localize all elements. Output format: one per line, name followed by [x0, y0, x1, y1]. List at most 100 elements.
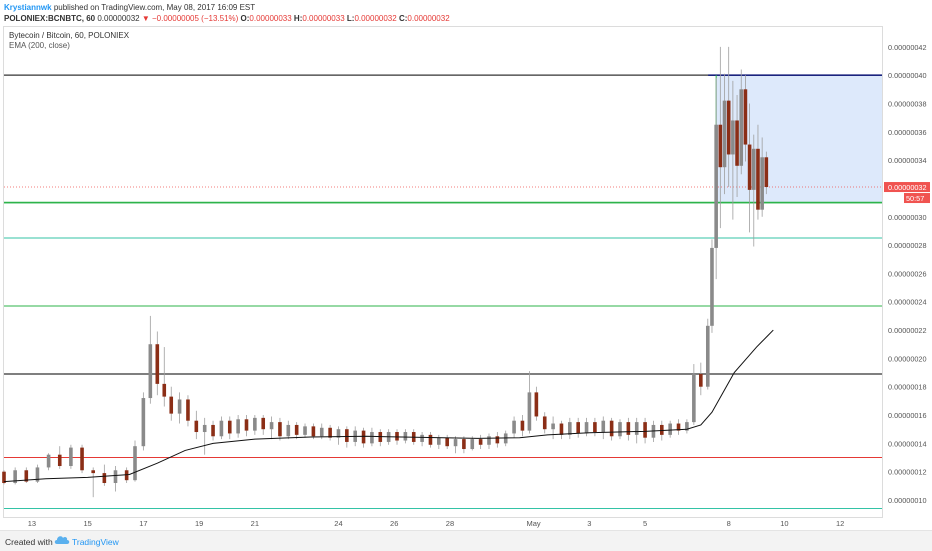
candle-body — [445, 437, 449, 447]
candle-body — [69, 447, 73, 467]
x-axis-tick-label: 24 — [334, 519, 342, 528]
candle-body — [57, 454, 62, 467]
candle-body — [609, 420, 614, 437]
candle-body — [764, 157, 769, 188]
candle-body — [219, 420, 224, 437]
candle-body — [148, 344, 153, 399]
candle-body — [13, 470, 17, 484]
candle-body — [395, 432, 399, 441]
candle-body — [24, 470, 29, 482]
countdown-tag — [904, 193, 930, 204]
candle-body — [80, 447, 84, 471]
author-link[interactable]: Krystiannwk — [4, 3, 52, 12]
x-axis-tick-label: 5 — [643, 519, 647, 528]
candle-body — [699, 373, 703, 387]
candle-body — [311, 426, 316, 437]
footer-bar: Created with TradingView — [0, 530, 932, 551]
candle-body — [462, 439, 466, 450]
candle-body — [668, 423, 672, 435]
x-axis-tick-label: 10 — [780, 519, 788, 528]
candle-body — [726, 100, 731, 155]
publish-line: Krystiannwk published on TradingView.com… — [4, 2, 255, 13]
y-axis-tick-label: 0.00000012 — [888, 468, 927, 477]
ema-legend: EMA (200, close) — [9, 41, 70, 50]
candle-body — [643, 422, 647, 438]
chart-pane[interactable] — [3, 26, 883, 518]
chart-header: Krystiannwk published on TradingView.com… — [0, 0, 932, 26]
candle-body — [336, 429, 341, 438]
candle-body — [584, 422, 589, 434]
candle-body — [756, 148, 760, 210]
candle-body — [169, 396, 174, 414]
candle-body — [559, 423, 564, 435]
candle-body — [747, 144, 752, 190]
candle-body — [91, 470, 95, 474]
candle-body — [162, 383, 167, 397]
candle-body — [202, 424, 207, 433]
candle-body — [211, 424, 215, 437]
candle-body — [520, 420, 525, 431]
candle-body — [743, 89, 748, 145]
chart-legend: Bytecoin / Bitcoin, 60, POLONIEX EMA (20… — [9, 31, 129, 51]
x-axis-tick-label: 28 — [446, 519, 454, 528]
x-axis-tick-label: 17 — [139, 519, 147, 528]
candle-body — [487, 436, 491, 445]
candle-body — [618, 422, 622, 437]
candle-body — [470, 439, 475, 450]
candle-body — [453, 439, 458, 447]
candle-body — [437, 437, 441, 445]
y-axis-tick-label: 0.00000022 — [888, 326, 927, 335]
candle-body — [403, 432, 408, 441]
candle-body — [660, 424, 664, 435]
price-change: ▼ −0.00000005 (−13.51%) — [141, 14, 239, 23]
candle-body — [593, 422, 597, 433]
candle-body — [2, 471, 6, 484]
candle-body — [141, 398, 146, 447]
high-value: 0.00000033 — [302, 14, 345, 23]
candle-body — [542, 416, 547, 430]
candle-body — [735, 120, 739, 166]
candle-body — [269, 422, 274, 430]
candle-body — [714, 124, 718, 248]
x-axis-tick-label: 3 — [587, 519, 591, 528]
price-chart[interactable]: 0.00000042 0.00000040 0.00000038 0.00000036… — [0, 0, 932, 530]
candle-body — [253, 417, 257, 431]
y-axis-tick-label: 0.00000024 — [888, 298, 927, 307]
candle-body — [46, 454, 51, 468]
candle-body — [601, 420, 606, 433]
last-price: 0.00000032 — [97, 14, 140, 23]
candle-body — [155, 344, 160, 384]
y-axis-tick-label: 0.00000010 — [888, 496, 927, 505]
y-axis-tick-label: 0.00000026 — [888, 269, 927, 278]
y-axis-tick-label: 0.00000034 — [888, 156, 927, 165]
candle-body — [751, 148, 756, 190]
candle-body — [692, 373, 696, 423]
candle-body — [420, 434, 424, 442]
candle-body — [760, 157, 764, 210]
y-axis-tick-label: 0.00000038 — [888, 99, 927, 108]
candle-body — [551, 423, 555, 430]
candle-body — [626, 422, 631, 435]
ema-line — [3, 329, 774, 483]
candle-body — [634, 422, 639, 435]
y-axis-tick-label: 0.00000030 — [888, 213, 927, 222]
candle-body — [102, 473, 107, 484]
candle-body — [512, 420, 516, 434]
candle-body — [710, 247, 714, 326]
candle-body — [177, 399, 182, 414]
symbol-line: POLONIEX:BCNBTC, 60 0.00000032 ▼ −0.0000… — [4, 13, 450, 24]
candle-body — [261, 417, 266, 430]
y-axis-tick-label: 0.00000040 — [888, 71, 927, 80]
candle-body — [345, 429, 349, 442]
y-axis-tick-label: 0.00000020 — [888, 354, 927, 363]
y-axis-tick-label: 0.00000014 — [888, 439, 927, 448]
tradingview-link[interactable]: TradingView — [72, 537, 119, 547]
y-axis-tick-label: 0.00000036 — [888, 128, 927, 137]
candle-body — [527, 392, 532, 431]
last-price-tag-value: 0.00000032 — [888, 183, 927, 192]
candle-body — [194, 420, 199, 433]
countdown-tag-value: 50:57 — [906, 194, 924, 203]
candle-body — [303, 426, 307, 435]
high-label: H: — [293, 14, 303, 23]
candle-body — [370, 432, 374, 444]
